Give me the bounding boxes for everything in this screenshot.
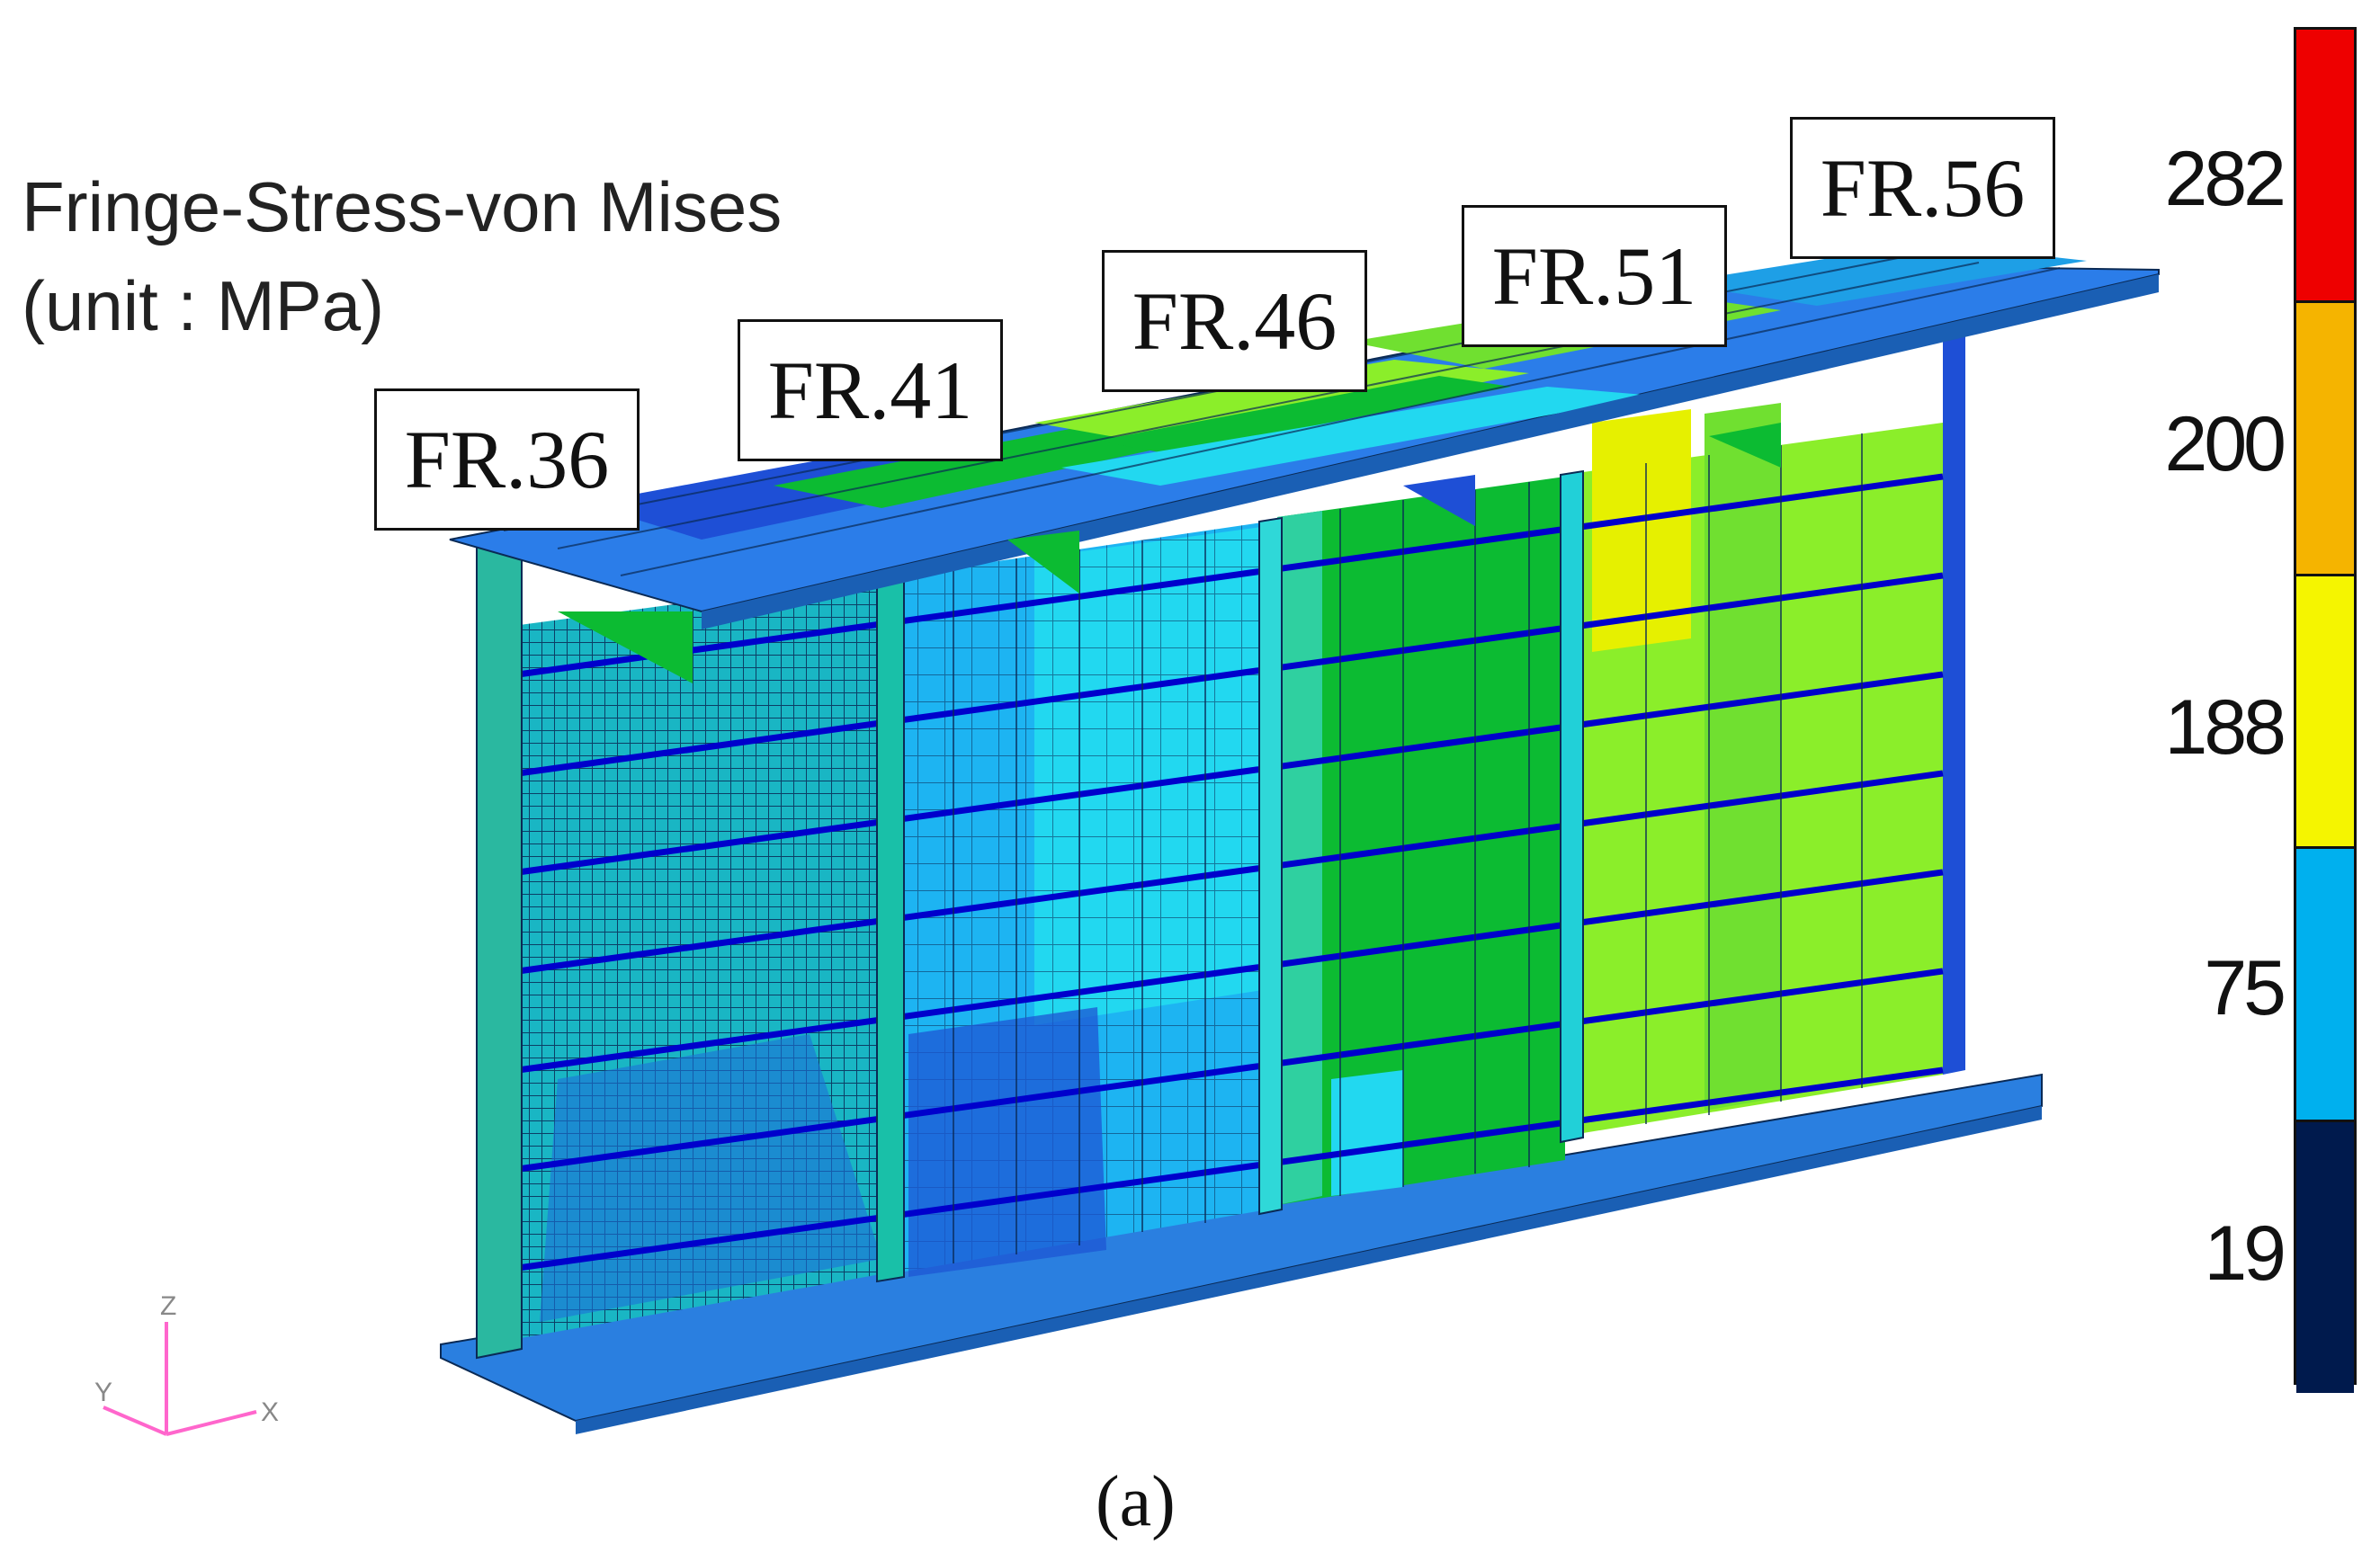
deck-band-fr46-b	[1097, 376, 1511, 454]
legend-swatch-4	[2296, 1120, 2354, 1393]
legend-value-1: 200	[2164, 401, 2287, 487]
figure-caption: (a)	[1096, 1462, 1176, 1541]
legend-swatch-0	[2296, 30, 2354, 300]
web-stiffeners	[485, 473, 1944, 1276]
bottom-flange-edge	[576, 1106, 2042, 1434]
frame-label-fr46: FR.46	[1102, 250, 1367, 392]
frame-label-fr51: FR.51	[1462, 205, 1727, 347]
title-line-1: Fringe-Stress-von Mises	[22, 167, 783, 246]
legend-value-2: 188	[2164, 684, 2287, 771]
web-bay-fr46-cyan	[1331, 1070, 1403, 1196]
legend-swatch-3	[2296, 846, 2354, 1120]
web-grid	[953, 433, 1863, 1263]
frame-fr36	[476, 529, 523, 1360]
web-end-plate	[1943, 324, 1965, 1075]
legend-value-3: 75	[2204, 945, 2286, 1031]
web-bay-fr51-yellow	[1592, 409, 1691, 652]
web-bay-fr51-green	[1704, 403, 1781, 1111]
frame-label-fr36: FR.36	[374, 388, 640, 531]
transverse-frames	[476, 469, 1584, 1360]
legend-swatch-1	[2296, 299, 2354, 574]
axis-z-label: Z	[160, 1291, 176, 1321]
legend-swatch-2	[2296, 573, 2354, 847]
title-line-2: (unit : MPa)	[22, 266, 385, 345]
frame-fr41	[876, 570, 905, 1283]
frame-fr46	[1258, 516, 1283, 1216]
frame-label-fr56: FR.56	[1790, 117, 2055, 259]
deck-band-cyan	[1061, 387, 1655, 486]
axis-x-line	[166, 1410, 257, 1436]
frame-fr51	[1560, 469, 1584, 1144]
bracket-2	[1007, 531, 1079, 594]
frame-label-fr41: FR.41	[738, 319, 1003, 461]
deck-band-fr41	[774, 427, 1196, 508]
legend-value-0: 282	[2164, 136, 2287, 222]
top-deck	[449, 243, 2160, 683]
legend-bar	[2294, 27, 2357, 1393]
legend-value-4: 19	[2204, 1210, 2286, 1297]
bracket-4	[1709, 423, 1781, 468]
axis-x-label: X	[261, 1397, 279, 1427]
bracket-3	[1403, 475, 1475, 526]
web-bay-fr41-dark	[908, 1007, 1106, 1277]
web-bay-fr46-light	[1277, 511, 1322, 1205]
axis-y-line	[103, 1406, 167, 1436]
bracket-1	[558, 611, 693, 683]
axis-y-label: Y	[94, 1378, 112, 1407]
axis-triad	[103, 1322, 257, 1436]
